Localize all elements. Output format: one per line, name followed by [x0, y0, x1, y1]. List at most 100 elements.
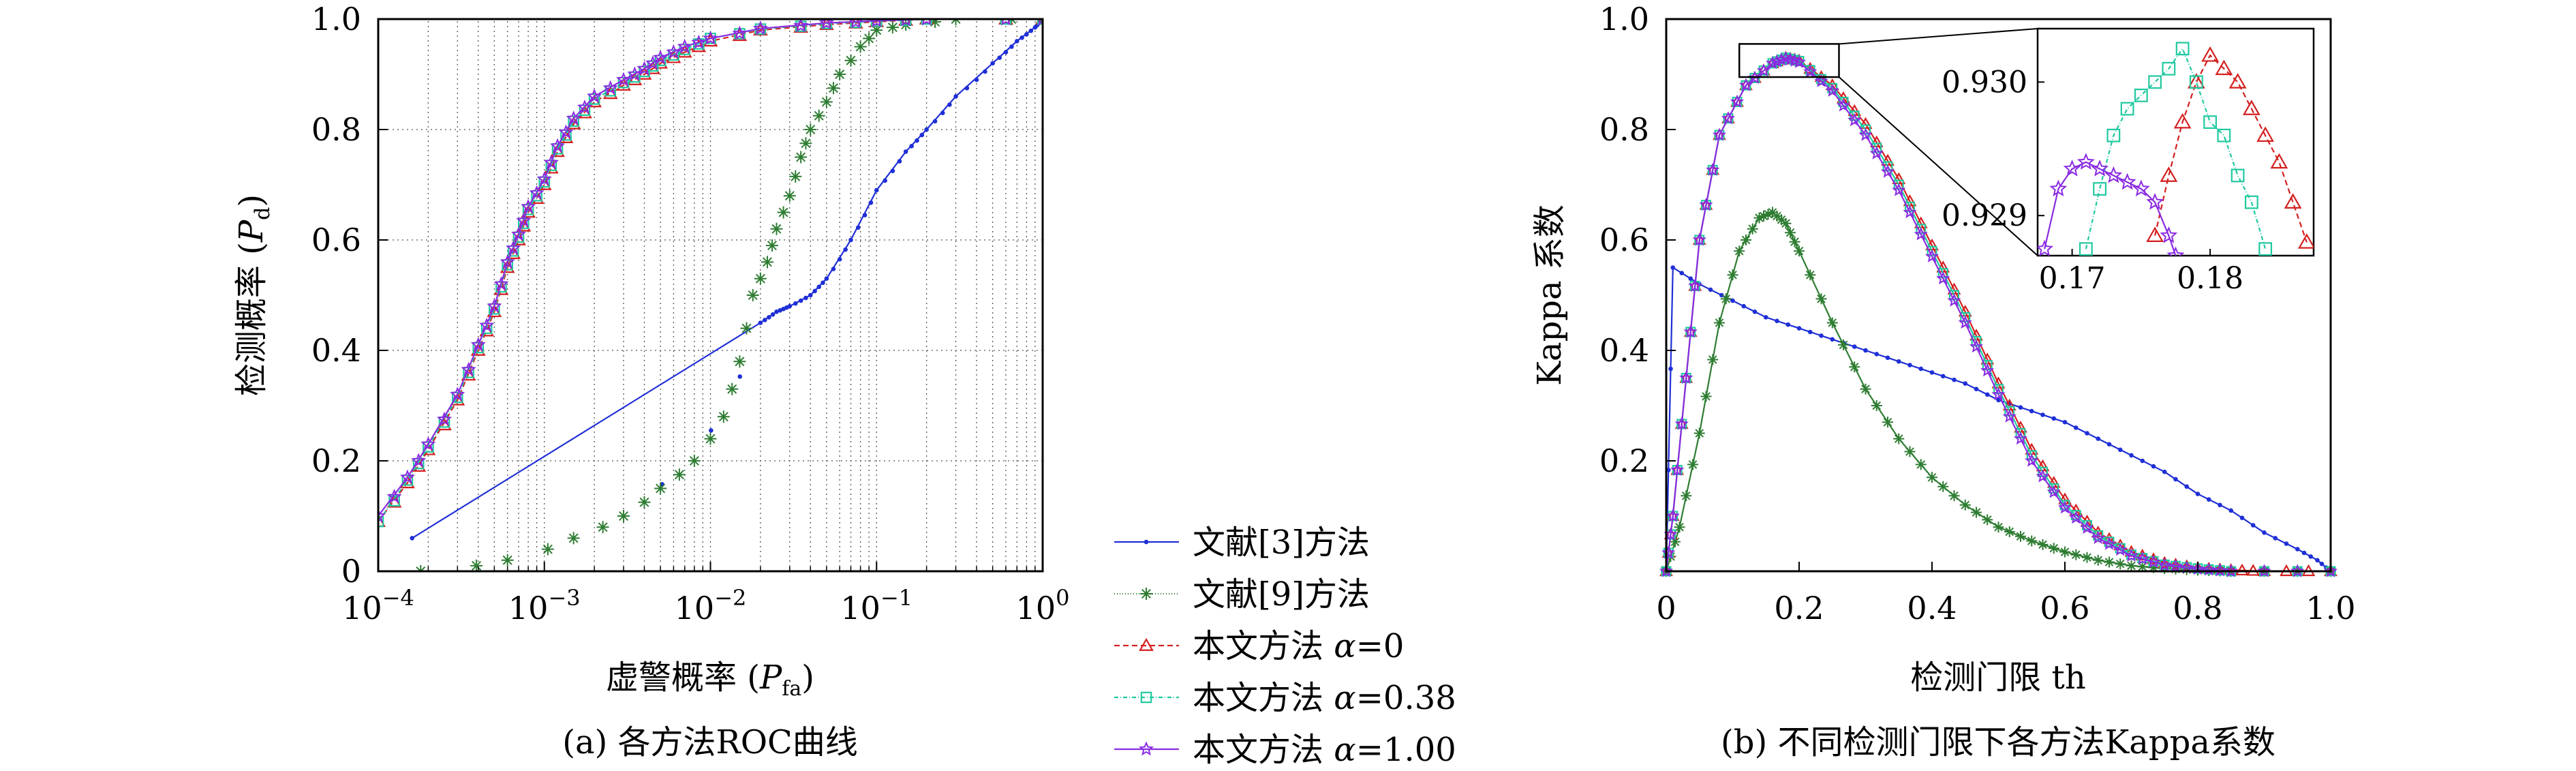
- data-point: [890, 168, 895, 174]
- data-point: [733, 355, 746, 368]
- data-point: [2184, 484, 2190, 489]
- y-tick-label: 1.0: [311, 1, 361, 37]
- inset-data-point: [2284, 193, 2302, 209]
- data-point: [2262, 530, 2267, 535]
- panel-a-frame: [377, 18, 1044, 573]
- data-point: [410, 536, 415, 541]
- data-point: [2129, 453, 2134, 458]
- data-point: [2046, 485, 2061, 498]
- data-point: [808, 292, 813, 298]
- data-point: [1838, 339, 1849, 350]
- inset-data-point: [2049, 179, 2068, 197]
- data-point: [1836, 98, 1851, 112]
- data-point: [765, 239, 778, 252]
- data-point: [2040, 412, 2045, 417]
- data-point: [516, 212, 532, 228]
- data-point: [2218, 502, 2222, 508]
- data-point: [536, 171, 552, 186]
- data-point: [2140, 458, 2145, 464]
- data-point: [617, 510, 630, 522]
- data-point: [1805, 269, 1816, 281]
- data-point: [2301, 550, 2307, 556]
- data-point: [2124, 548, 2138, 562]
- data-point: [691, 34, 707, 49]
- data-point: [378, 508, 386, 523]
- inset-data-point: [2242, 100, 2260, 115]
- data-point: [2059, 546, 2070, 558]
- data-point: [1860, 383, 1871, 395]
- data-point: [746, 289, 759, 301]
- data-point: [1688, 276, 1693, 282]
- data-point: [798, 298, 803, 303]
- data-point: [2257, 564, 2271, 577]
- data-point: [1936, 271, 1950, 285]
- data-point: [596, 521, 609, 534]
- data-point: [529, 185, 545, 200]
- data-point: [1775, 318, 1779, 324]
- data-point: [1815, 293, 1827, 305]
- legend-entry: 本文方法 α=0: [1114, 627, 1404, 665]
- data-point: [921, 19, 932, 25]
- data-point: [1670, 265, 1676, 270]
- data-point: [2290, 564, 2305, 577]
- data-point: [1937, 481, 1949, 492]
- data-point: [579, 104, 591, 116]
- data-point: [1708, 287, 1713, 292]
- data-point: [1980, 363, 1995, 377]
- data-point: [2148, 562, 2159, 573]
- data-point: [2239, 515, 2245, 520]
- inset-data-point: [2079, 242, 2093, 256]
- data-point: [1758, 210, 1769, 222]
- data-point: [1874, 352, 1880, 357]
- data-point: [737, 374, 743, 379]
- data-point: [870, 24, 883, 37]
- data-point: [774, 309, 779, 314]
- inset-data-point: [2104, 166, 2123, 183]
- data-point: [1706, 162, 1720, 177]
- y-tick-label: 0.4: [1599, 332, 1649, 369]
- inset-data-point: [2106, 128, 2121, 142]
- inset-data-point: [2162, 61, 2176, 76]
- data-point: [2057, 500, 2072, 514]
- data-point: [436, 411, 453, 426]
- data-point: [732, 25, 748, 40]
- x-tick-label: 0.6: [2040, 590, 2089, 626]
- data-point: [493, 276, 509, 291]
- data-point: [2025, 453, 2039, 467]
- inset-y-tick-label: 0.929: [1942, 198, 2027, 233]
- legend-marker: [1140, 588, 1152, 600]
- legend-marker: [1140, 691, 1152, 704]
- data-point: [1929, 370, 1935, 375]
- series-5: [378, 19, 1043, 523]
- data-point: [1982, 514, 1993, 526]
- data-point: [903, 149, 908, 154]
- data-point: [566, 110, 581, 125]
- inset-data-point: [2173, 112, 2192, 129]
- data-point: [709, 428, 714, 433]
- data-point: [470, 559, 483, 571]
- data-point: [915, 138, 919, 143]
- data-point: [420, 436, 436, 451]
- data-point: [1918, 366, 1924, 372]
- data-point: [588, 93, 600, 105]
- data-point: [1925, 249, 1939, 262]
- inset-data-point: [2160, 166, 2178, 182]
- data-point: [2029, 408, 2034, 414]
- data-point: [1807, 329, 1813, 335]
- data-point: [874, 187, 879, 193]
- series-2: [414, 19, 1043, 571]
- panel-a-grid: [378, 18, 1043, 572]
- data-point: [1741, 303, 1747, 309]
- panel-a-xlabel: 虚警概率 (Pfa): [606, 659, 814, 701]
- inset-data-point: [2038, 239, 2054, 256]
- data-point: [2036, 469, 2050, 483]
- data-point: [1756, 63, 1771, 77]
- data-point: [2102, 536, 2117, 550]
- data-point: [1827, 82, 1838, 93]
- panel-b-series: [1659, 50, 2338, 577]
- data-point: [2315, 558, 2320, 563]
- data-point: [924, 127, 929, 132]
- data-point: [1714, 317, 1725, 329]
- data-point: [1826, 317, 1838, 329]
- data-point: [2081, 551, 2093, 563]
